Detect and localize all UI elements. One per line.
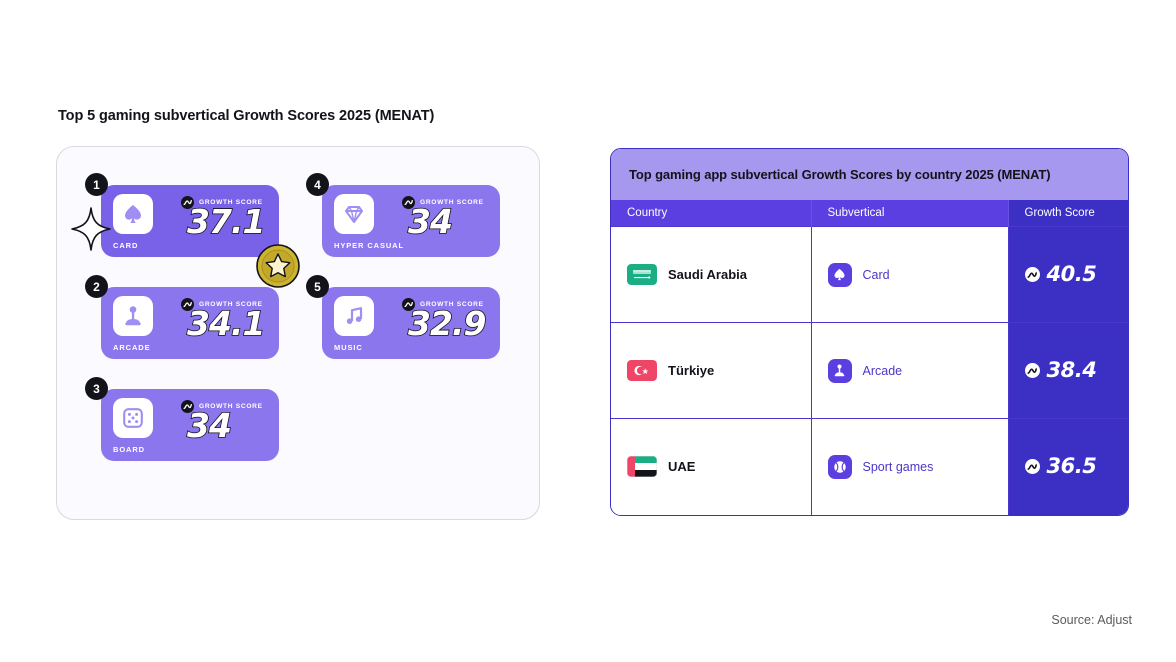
top5-subvertical-section: Top 5 gaming subvertical Growth Scores 2… [56,108,546,520]
trending-up-icon [402,196,415,209]
subvertical-cell: Card [811,226,1009,323]
joystick-icon [113,296,153,336]
source-attribution: Source: Adjust [1051,613,1132,627]
growth-score-label: GROWTH SCORE [420,199,484,206]
trending-up-icon [181,298,194,311]
diamond-icon [334,194,374,234]
country-name: Saudi Arabia [668,267,747,282]
gold-star-medal-icon [256,244,300,288]
growth-score-label: GROWTH SCORE [420,301,484,308]
growth-score-label: GROWTH SCORE [199,199,263,206]
trending-up-icon [1024,267,1040,282]
spade-icon [827,262,852,287]
growth-score-value: 38.4 [1046,358,1097,382]
spade-icon [113,194,153,234]
score-card-hyper-casual[interactable]: 4 HYPER CASUAL GROWTH SCORE 34 [306,173,500,257]
table-row[interactable]: Türkiye Arcade [611,322,1128,419]
trending-up-icon [1024,363,1040,378]
subvertical-cards-panel: 1 CARD GROWTH SCORE 37.1 2 [56,146,540,520]
growth-score-cell: 38.4 [1008,322,1128,419]
trending-up-icon [181,196,194,209]
subvertical-name: Sport games [862,459,934,474]
sparkle-icon [71,207,111,251]
growth-score-table: Country Subvertical Growth Score [611,200,1128,515]
growth-score-label: GROWTH SCORE [199,403,263,410]
country-cell: Saudi Arabia [611,226,812,323]
category-label: MUSIC [334,343,363,352]
growth-score-value: 34 [186,406,233,445]
growth-score-value: 36.5 [1046,454,1097,479]
growth-score-label: GROWTH SCORE [199,301,263,308]
category-label: CARD [113,241,139,250]
growth-score-value: 34.1 [186,304,266,343]
subvertical-cell: Sport games [811,418,1009,515]
growth-score-value: 40.5 [1046,262,1097,286]
category-label: BOARD [113,445,145,454]
category-label: ARCADE [113,343,151,352]
page-title: Top 5 gaming subvertical Growth Scores 2… [58,108,435,124]
column-header-subvertical[interactable]: Subvertical [811,200,1009,227]
rank-badge: 1 [85,173,108,196]
growth-score-cell: 36.5 [1008,418,1128,515]
country-name: Türkiye [668,363,715,378]
trending-up-icon [181,400,194,413]
table-row[interactable]: UAE Sport games [611,418,1128,515]
column-header-country[interactable]: Country [611,200,812,227]
country-growth-score-table: Top gaming app subvertical Growth Scores… [610,148,1129,516]
score-card-board[interactable]: 3 BOARD GROWTH SCORE 34 [85,377,279,461]
trending-up-icon [402,298,415,311]
growth-score-row: GROWTH SCORE [402,298,484,311]
rank-badge: 4 [306,173,329,196]
turkiye-flag [627,360,657,381]
joystick-icon [827,358,852,383]
score-card-music[interactable]: 5 MUSIC GROWTH SCORE 32.9 [306,275,500,359]
category-label: HYPER CASUAL [334,241,404,250]
subvertical-name: Arcade [862,363,903,378]
rank-badge: 5 [306,275,329,298]
country-name: UAE [668,459,696,475]
growth-score-value: 32.9 [407,304,487,343]
growth-score-value: 34 [407,202,454,241]
growth-score-row: GROWTH SCORE [402,196,484,209]
dice-icon [113,398,153,438]
subvertical-name: Card [862,267,890,282]
table-header-row: Country Subvertical Growth Score [611,200,1128,227]
table-row[interactable]: Saudi Arabia Card [611,226,1128,323]
country-cell: UAE [611,418,812,515]
table-title: Top gaming app subvertical Growth Scores… [611,149,1128,200]
column-header-growth-score[interactable]: Growth Score [1008,200,1128,227]
uae-flag [627,456,657,478]
growth-score-row: GROWTH SCORE [181,298,263,311]
rank-badge: 3 [85,377,108,400]
saudi-arabia-flag [627,264,657,285]
country-cell: Türkiye [611,322,812,419]
subvertical-cell: Arcade [811,322,1009,419]
rank-badge: 2 [85,275,108,298]
sport-ball-icon [827,454,852,479]
growth-score-row: GROWTH SCORE [181,400,263,413]
growth-score-cell: 40.5 [1008,226,1128,323]
growth-score-row: GROWTH SCORE [181,196,263,209]
trending-up-icon [1024,459,1040,475]
growth-score-value: 37.1 [186,202,266,241]
music-note-icon [334,296,374,336]
score-card-arcade[interactable]: 2 ARCADE GROWTH SCORE 34.1 [85,275,279,359]
score-card-card[interactable]: 1 CARD GROWTH SCORE 37.1 [85,173,279,257]
